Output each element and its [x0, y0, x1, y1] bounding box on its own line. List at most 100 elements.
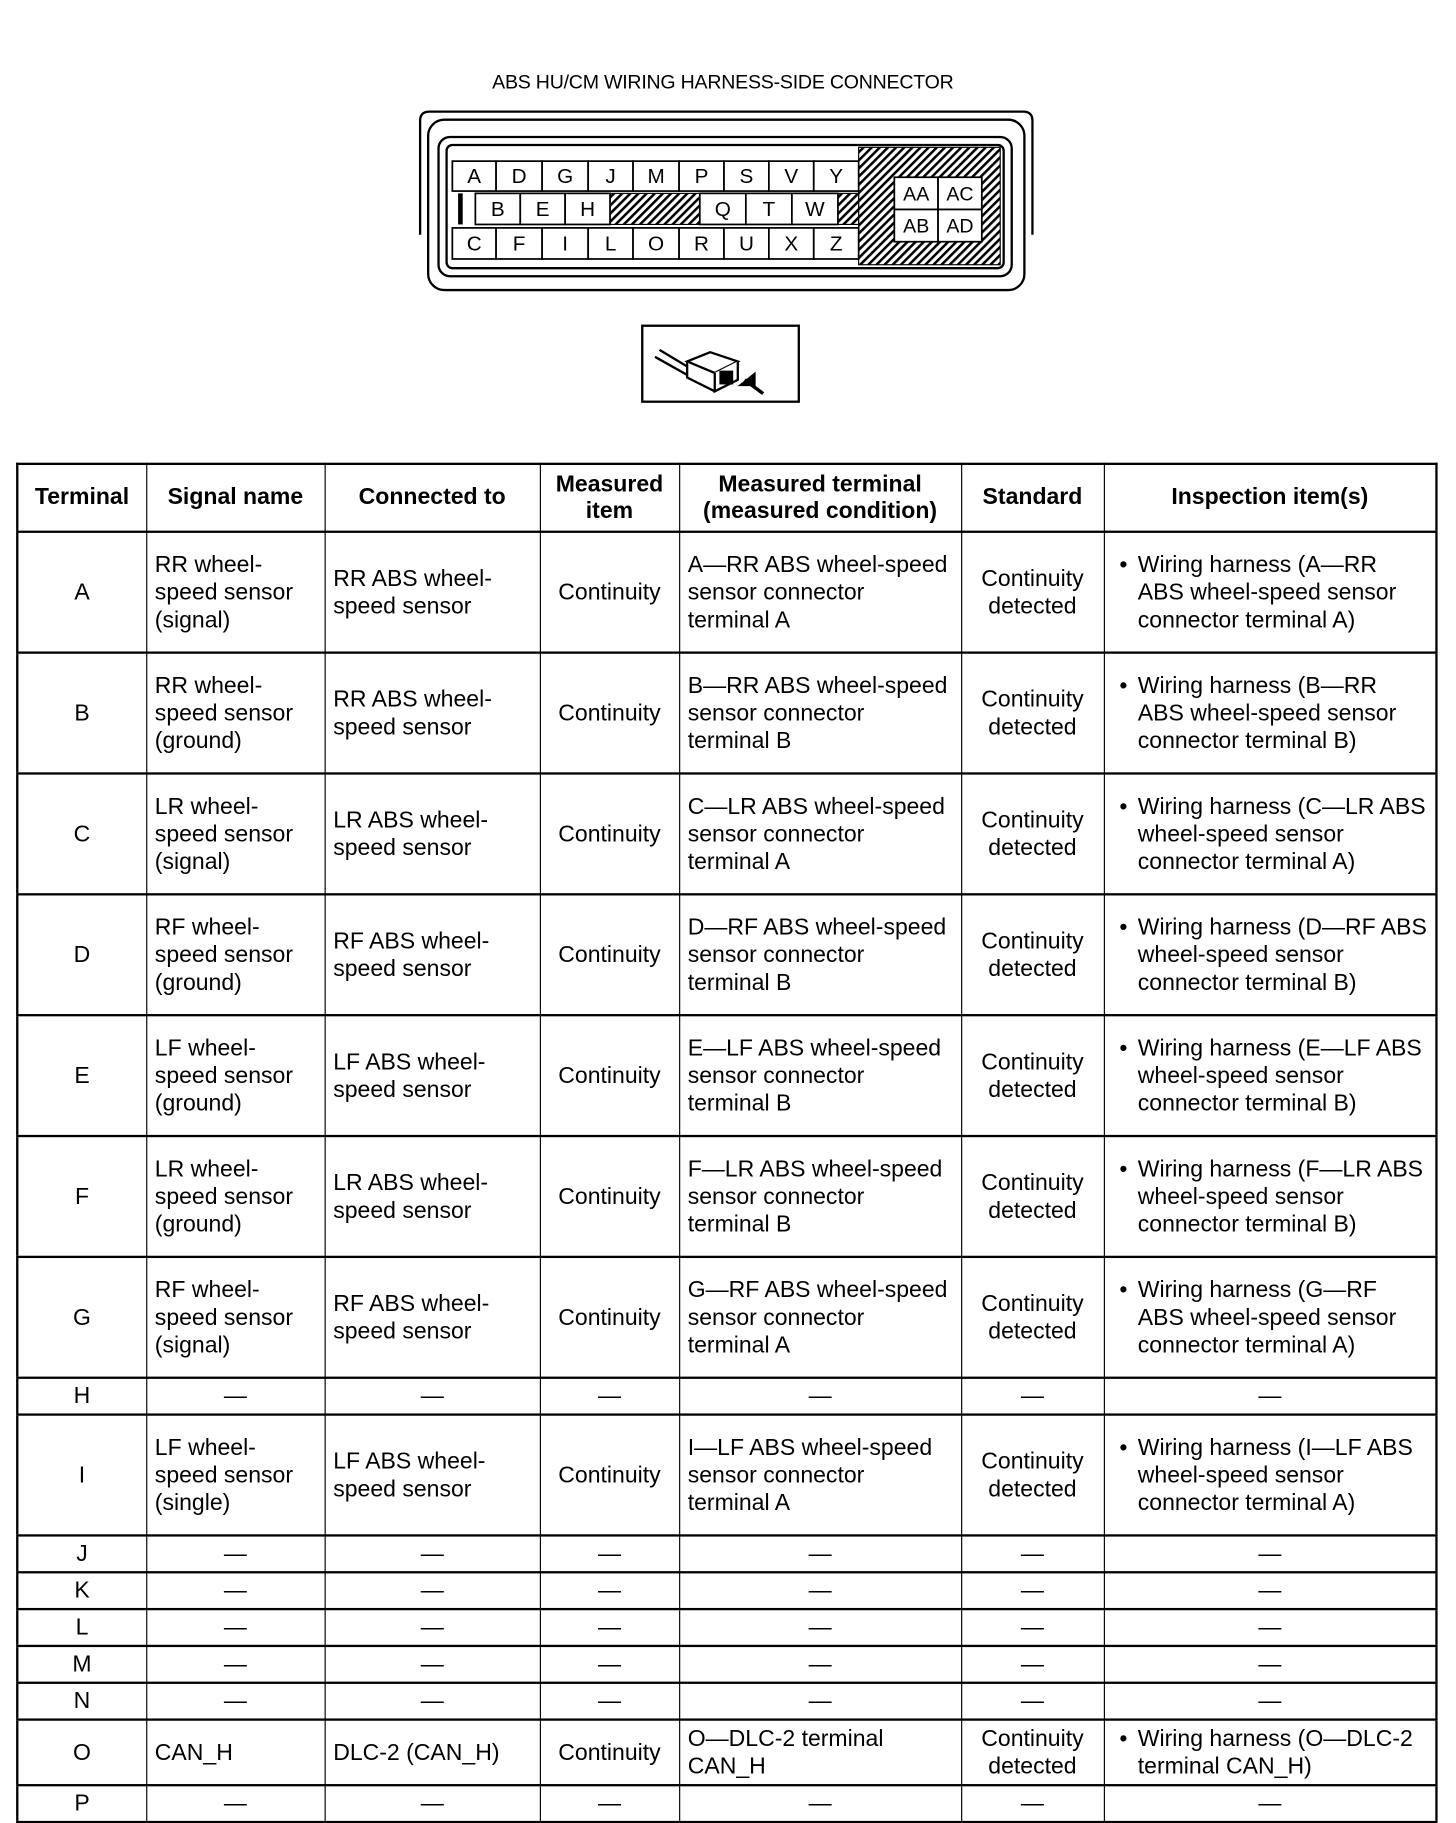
cell-terminal: M: [16, 1645, 147, 1684]
connector-housing: [427, 118, 1026, 292]
pin-label: AB: [903, 216, 929, 238]
cell-standard: Continuity detected: [960, 893, 1105, 1016]
pin-label: X: [784, 232, 798, 255]
cell-measured: E—LF ABS wheel-speed sensor connector te…: [678, 1014, 962, 1137]
inspection-item: Wiring harness (F—LR ABS wheel-speed sen…: [1112, 1155, 1427, 1238]
cell-signal: —: [145, 1645, 326, 1684]
header-connected-to: Connected to: [324, 463, 541, 533]
cell-inspection: Wiring harness (G—RF ABS wheel-speed sen…: [1103, 1256, 1438, 1379]
cell-item: Continuity: [539, 531, 680, 654]
cell-measured: G—RF ABS wheel-speed sensor connector te…: [678, 1256, 962, 1379]
cell-terminal: B: [16, 652, 147, 775]
table-row: A RR wheel-speed sensor (signal) RR ABS wh…: [16, 531, 1438, 654]
connector-pin: [451, 227, 497, 260]
cell-measured: C—LR ABS wheel-speed sensor connector te…: [678, 772, 962, 895]
pin-label: AD: [946, 216, 973, 238]
cell-inspection: —: [1103, 1608, 1438, 1647]
pin-label: V: [784, 165, 798, 188]
cell-connected: LF ABS wheel-speed sensor: [324, 1014, 541, 1137]
cell-signal: —: [145, 1784, 326, 1823]
table-row: G RF wheel-speed sensor (signal) RF ABS wh…: [16, 1256, 1438, 1379]
inspection-item: Wiring harness (G—RF ABS wheel-speed sen…: [1112, 1276, 1427, 1359]
cell-inspection: Wiring harness (C—LR ABS wheel-speed sen…: [1103, 772, 1438, 895]
cell-standard: —: [960, 1682, 1105, 1721]
cell-terminal: I: [16, 1414, 147, 1537]
cell-item: —: [539, 1534, 680, 1573]
cell-standard: —: [960, 1645, 1105, 1684]
pin-label: E: [536, 198, 550, 221]
table-row: J — — — — — —: [16, 1534, 1438, 1573]
table-row: P — — — — — —: [16, 1784, 1438, 1823]
cell-connected: LR ABS wheel-speed sensor: [324, 1135, 541, 1258]
connector-pin: [812, 227, 860, 260]
connector-pin: [937, 176, 983, 211]
cell-connected: LR ABS wheel-speed sensor: [324, 772, 541, 895]
cell-connected: RF ABS wheel-speed sensor: [324, 893, 541, 1016]
pin-label: P: [695, 165, 709, 188]
cell-inspection: —: [1103, 1784, 1438, 1823]
cell-connected: —: [324, 1784, 541, 1823]
cell-terminal: D: [16, 893, 147, 1016]
pin-label: L: [605, 232, 617, 255]
table-header-row: Terminal Signal name Connected to Measur…: [16, 463, 1438, 533]
inspection-item: Wiring harness (D—RF ABS wheel-speed sen…: [1112, 913, 1427, 996]
table-row: F LR wheel-speed sensor (ground) LR ABS wh…: [16, 1135, 1438, 1258]
cell-standard: Continuity detected: [960, 531, 1105, 654]
pin-label: S: [740, 165, 754, 188]
cell-measured: —: [678, 1608, 962, 1647]
cell-measured: O—DLC-2 terminal CAN_H: [678, 1719, 962, 1786]
cell-inspection: Wiring harness (I—LF ABS wheel-speed sen…: [1103, 1414, 1438, 1537]
cell-inspection: Wiring harness (B—RR ABS wheel-speed sen…: [1103, 652, 1438, 775]
cell-terminal: L: [16, 1608, 147, 1647]
cell-item: Continuity: [539, 652, 680, 775]
pin-label: G: [557, 165, 573, 188]
table-row: L — — — — — —: [16, 1608, 1438, 1647]
cell-measured: —: [678, 1534, 962, 1573]
cell-connected: —: [324, 1682, 541, 1721]
connector-pin: [791, 192, 839, 226]
pin-label: R: [694, 232, 709, 255]
cell-terminal: K: [16, 1571, 147, 1610]
cell-connected: DLC-2 (CAN_H): [324, 1719, 541, 1786]
pin-label: U: [739, 232, 754, 255]
connector-pin: [937, 208, 983, 243]
connector-pin: [678, 160, 725, 192]
connector-outer-shell: [418, 110, 1034, 235]
cell-terminal: H: [16, 1377, 147, 1416]
cell-terminal: G: [16, 1256, 147, 1379]
pin-label: I: [562, 232, 568, 255]
cell-measured: —: [678, 1571, 962, 1610]
cell-signal: LR wheel-speed sensor (ground): [145, 1135, 326, 1258]
table-row: M — — — — — —: [16, 1645, 1438, 1684]
table-row: I LF wheel-speed sensor (single) LF ABS wh…: [16, 1414, 1438, 1537]
cell-signal: —: [145, 1682, 326, 1721]
cell-signal: LR wheel-speed sensor (signal): [145, 772, 326, 895]
pin-label: T: [763, 198, 776, 221]
connector-pin: [893, 208, 939, 243]
cell-measured: —: [678, 1645, 962, 1684]
pin-label: C: [467, 232, 482, 255]
cell-measured: —: [678, 1377, 962, 1416]
cell-standard: Continuity detected: [960, 1719, 1105, 1786]
inspection-item: Wiring harness (A—RR ABS wheel-speed sen…: [1112, 551, 1427, 634]
cell-standard: Continuity detected: [960, 772, 1105, 895]
pin-label: AA: [903, 183, 929, 205]
connector-pin: [519, 192, 567, 226]
table-row: O CAN_H DLC-2 (CAN_H) Continuity O—DLC-2 ter…: [16, 1719, 1438, 1786]
cell-signal: RR wheel-speed sensor (signal): [145, 531, 326, 654]
inspection-table: Terminal Signal name Connected to Measur…: [16, 462, 1438, 1823]
connector-pin: [698, 192, 747, 226]
pin-label: AC: [946, 183, 973, 205]
cell-item: —: [539, 1571, 680, 1610]
cell-item: —: [539, 1608, 680, 1647]
table-row: C LR wheel-speed sensor (signal) LR ABS wh…: [16, 772, 1438, 895]
cell-signal: —: [145, 1608, 326, 1647]
cell-connected: —: [324, 1377, 541, 1416]
cell-measured: F—LR ABS wheel-speed sensor connector te…: [678, 1135, 962, 1258]
cell-connected: —: [324, 1571, 541, 1610]
pin-label: H: [580, 198, 595, 221]
cell-inspection: —: [1103, 1571, 1438, 1610]
table-row: N — — — — — —: [16, 1682, 1438, 1721]
connector-pin: [495, 160, 543, 192]
